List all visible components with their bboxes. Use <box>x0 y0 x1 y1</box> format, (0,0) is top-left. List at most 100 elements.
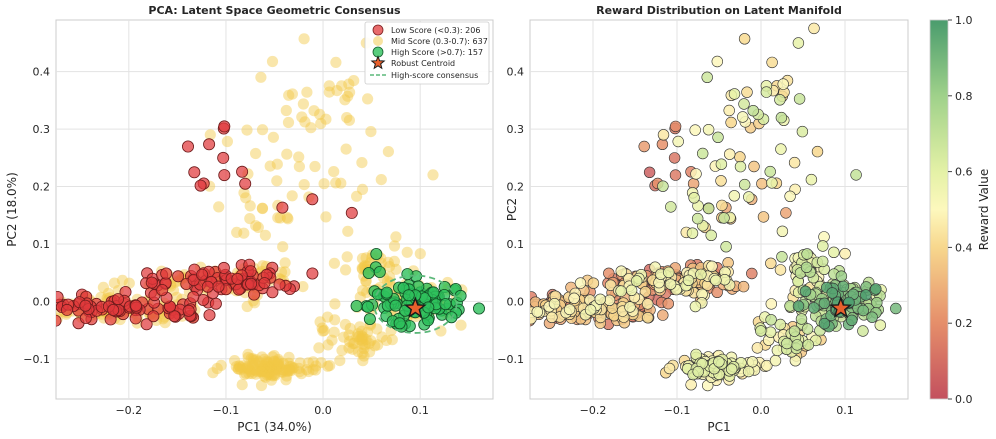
scatter-point-mid <box>259 229 271 241</box>
reward-point <box>688 192 700 204</box>
reward-point <box>734 151 746 163</box>
scatter-point-mid <box>250 364 262 377</box>
scatter-point-mid <box>252 221 264 233</box>
reward-point <box>662 298 674 310</box>
scatter-point-mid <box>329 298 341 310</box>
colorbar-label: Reward Value <box>977 169 991 250</box>
reward-point <box>801 323 814 335</box>
scatter-point-mid <box>382 256 394 268</box>
scatter-point-mid <box>383 261 396 273</box>
scatter-point-mid <box>280 365 292 377</box>
scatter-point-mid <box>241 361 254 373</box>
scatter-point-mid <box>159 317 171 329</box>
reward-point <box>657 309 669 321</box>
reward-point <box>663 362 676 375</box>
scatter-point-mid <box>260 366 273 378</box>
reward-point <box>793 93 806 105</box>
scatter-point-mid <box>285 364 298 376</box>
reward-point <box>689 124 701 136</box>
reward-point <box>800 261 813 273</box>
reward-point <box>828 246 840 259</box>
scatter-point-mid <box>386 334 398 346</box>
reward-point <box>604 279 617 291</box>
reward-point <box>792 37 805 49</box>
scatter-point-mid <box>97 281 109 293</box>
left-y-axis-label: PC2 (18.0%) <box>5 172 19 247</box>
right-y-tick-label: −0.1 <box>497 353 524 366</box>
reward-point <box>890 302 902 315</box>
scatter-point-mid <box>356 330 368 342</box>
scatter-point-mid <box>268 368 281 380</box>
scatter-point-low <box>56 314 62 327</box>
scatter-point-mid <box>263 366 275 378</box>
scatter-point-mid <box>269 369 281 381</box>
scatter-point-mid <box>242 362 254 375</box>
scatter-point-mid <box>262 357 274 369</box>
scatter-point-low <box>160 267 173 280</box>
scatter-point-mid <box>390 231 402 243</box>
legend-star-icon <box>370 55 386 70</box>
scatter-point-high <box>454 289 467 302</box>
reward-point <box>657 180 669 192</box>
scatter-point-mid <box>320 113 332 125</box>
scatter-point-low <box>145 276 158 289</box>
scatter-point-mid <box>369 340 381 352</box>
reward-point <box>757 211 770 223</box>
scatter-point-low <box>276 201 289 214</box>
scatter-point-mid <box>298 33 310 45</box>
scatter-point-low <box>181 140 194 153</box>
scatter-point-mid <box>233 360 245 372</box>
scatter-point-mid <box>294 357 306 369</box>
scatter-point-mid <box>270 363 282 375</box>
scatter-point-mid <box>351 190 363 202</box>
scatter-point-mid <box>239 368 251 381</box>
left-y-tick-label: 0.1 <box>33 238 51 251</box>
scatter-point-mid <box>241 124 253 136</box>
scatter-point-high <box>362 266 375 279</box>
scatter-point-low <box>156 283 169 296</box>
reward-point <box>710 274 722 287</box>
scatter-point-mid <box>376 331 388 343</box>
reward-point <box>774 318 786 331</box>
scatter-point-mid <box>266 369 278 381</box>
reward-point <box>642 312 654 324</box>
scatter-point-mid <box>255 360 267 372</box>
scatter-point-mid <box>322 311 334 323</box>
reward-point <box>764 326 777 338</box>
reward-point <box>741 86 753 98</box>
scatter-point-mid <box>244 366 256 378</box>
reward-point <box>837 280 850 293</box>
scatter-point-mid <box>265 361 277 373</box>
scatter-point-mid <box>256 362 268 375</box>
reward-point <box>755 325 767 337</box>
scatter-point-mid <box>361 326 374 338</box>
reward-point <box>801 248 813 260</box>
legend-item-mid: Mid Score (0.3-0.7): 637 <box>373 36 488 46</box>
reward-point <box>746 267 758 280</box>
scatter-point-mid <box>242 348 254 360</box>
scatter-point-mid <box>313 342 325 354</box>
scatter-point-mid <box>279 257 291 269</box>
scatter-point-mid <box>271 358 284 370</box>
reward-point <box>857 325 869 337</box>
scatter-point-mid <box>255 71 267 83</box>
scatter-point-low <box>197 293 210 306</box>
scatter-point-high <box>363 312 376 325</box>
scatter-point-mid <box>256 365 268 377</box>
scatter-point-mid <box>324 360 336 372</box>
scatter-point-mid <box>108 277 120 289</box>
scatter-point-mid <box>352 346 364 358</box>
scatter-point-mid <box>247 360 259 372</box>
scatter-point-mid <box>274 212 286 224</box>
scatter-point-mid <box>317 325 329 337</box>
left-x-axis-label: PC1 (34.0%) <box>237 420 312 434</box>
scatter-point-mid <box>256 202 268 214</box>
scatter-point-mid <box>287 362 300 374</box>
scatter-point-low <box>218 120 231 133</box>
scatter-point-mid <box>261 362 273 374</box>
scatter-point-low <box>239 177 252 190</box>
scatter-point-mid <box>354 334 366 346</box>
reward-point <box>716 199 728 212</box>
consensus-ellipse <box>373 274 458 334</box>
scatter-point-mid <box>303 365 315 378</box>
